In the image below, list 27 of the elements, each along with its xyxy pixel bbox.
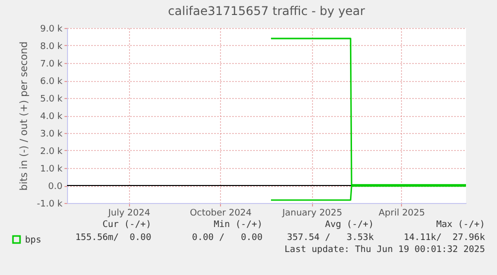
x-tick-label: October 2024: [190, 208, 252, 218]
text: 155.56m/ 0.00: [74, 232, 152, 244]
text: Max (-/+): [435, 219, 485, 232]
text: 357.54 / 3.53k: [286, 232, 374, 244]
x-tick-label: January 2025: [281, 208, 342, 218]
y-tick-label: 6.0 k: [40, 77, 64, 87]
text: 0.00 / 0.00: [191, 232, 262, 244]
y-tick-label: 1.0 k: [40, 164, 64, 174]
x-tick-label: April 2025: [378, 208, 425, 218]
y-tick-label: -1.0 k: [36, 200, 64, 210]
text: Avg (-/+): [324, 219, 374, 232]
y-axis-title: bits in (-) / out (+) per second: [18, 41, 30, 191]
y-tick-label: 7.0 k: [40, 60, 64, 70]
y-tick-label: 9.0 k: [40, 24, 64, 34]
text: 14.11k/ 27.96k: [402, 232, 485, 244]
text: Last update: Thu Jun 19 00:01:32 2025: [284, 244, 485, 256]
y-tick-label: 5.0 k: [40, 94, 64, 104]
y-tick-label: 2.0 k: [40, 147, 64, 157]
text: Cur (-/+): [101, 219, 152, 232]
y-tick-label: 3.0 k: [40, 130, 64, 140]
text: Min (-/+): [212, 219, 262, 232]
y-tick-label: 8.0 k: [40, 42, 64, 52]
y-tick-label: 0.0: [48, 182, 63, 192]
legend-label: bps: [25, 236, 42, 246]
chart-title: califae31715657 traffic - by year: [168, 4, 366, 18]
y-tick-label: 4.0 k: [40, 112, 64, 122]
x-tick-label: July 2024: [107, 208, 150, 218]
